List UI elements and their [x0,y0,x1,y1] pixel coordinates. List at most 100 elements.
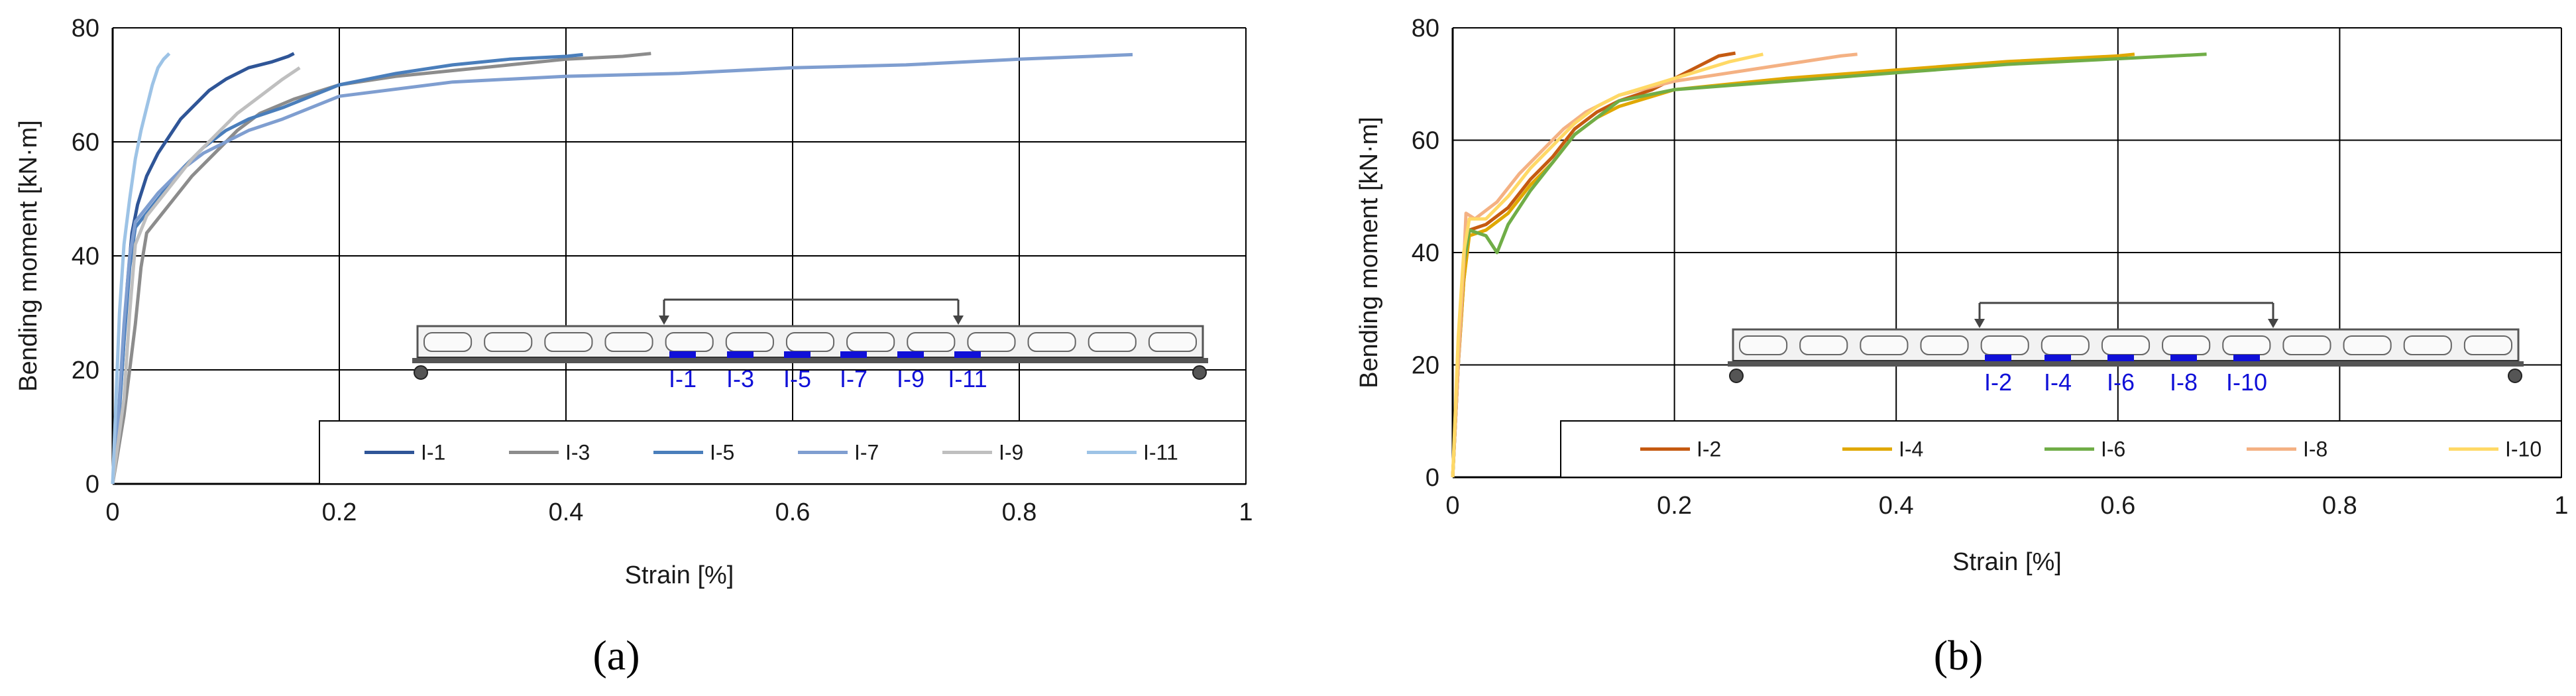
series-line-I-10 [1451,52,1764,478]
strain-gauge-mark [669,351,696,358]
legend-label: I-5 [710,441,734,465]
y-tick-label: 40 [72,243,99,270]
series-line-I-8 [1451,52,1858,478]
y-tick-label: 0 [85,471,99,498]
x-tick-label: 1 [2554,492,2568,520]
y-tick-label: 40 [1412,239,1439,267]
x-tick-label: 0.8 [1002,498,1037,526]
strain-gauge-mark [2233,355,2260,361]
strain-gauge-mark [954,351,981,358]
x-tick-label: 0.2 [322,498,357,526]
beam-void [2222,335,2271,355]
series-line-I-4 [1451,52,2135,478]
y-tick-label: 0 [1426,464,1439,492]
strain-gauge-label: I-11 [948,365,987,392]
beam-inset-diagram: I-1 I-3 I-5 I-7 I-9 I-11 [412,298,1208,392]
x-tick-label: 0.4 [1879,492,1914,520]
legend-label: I-9 [999,441,1023,465]
series-line-I-6 [1451,52,2207,478]
x-tick-label: 1 [1239,498,1253,526]
strain-gauge-label: I-9 [897,365,924,392]
panel-label: (b) [1934,632,1984,679]
strain-gauge-label: I-7 [840,365,868,392]
beam-void [907,332,956,352]
beam-void [2101,335,2151,355]
legend-label: I-11 [1143,441,1178,465]
y-tick-label: 80 [1412,15,1439,42]
beam-void [604,332,653,352]
beam-void [2403,335,2452,355]
strain-gauge-label: I-6 [2107,369,2135,396]
x-tick-label: 0 [105,498,119,526]
series-line-I-7 [111,52,1133,485]
load-arrow-head [1974,319,1985,328]
beam-void [484,332,533,352]
beam-void [1148,332,1198,352]
strain-gauge-mark [784,351,811,358]
beam-void [544,332,593,352]
series-line-I-3 [111,52,651,485]
strain-gauge-mark [727,351,754,358]
beam-inset-diagram: I-2 I-4 I-6 I-8 I-10 [1728,302,2524,396]
panel-label: (a) [592,632,640,679]
series-line-I-9 [111,66,301,485]
load-arrow-head [953,316,964,325]
beam-void [2343,335,2392,355]
series-line-I-5 [111,52,583,485]
beam-void [967,332,1016,352]
legend-label: I-6 [2101,437,2125,461]
strain-gauge-mark [2107,355,2134,361]
y-tick-label: 60 [72,129,99,156]
beam-void [725,332,774,352]
legend-label: I-1 [421,441,445,465]
x-tick-label: 0.6 [2100,492,2135,520]
x-axis-label: Strain [%] [1952,548,2062,576]
right-support-roller [2508,369,2522,383]
series-line-I-2 [1451,51,1736,478]
y-tick-label: 80 [72,15,99,42]
legend-label: I-3 [565,441,590,465]
legend-label: I-8 [2303,437,2327,461]
x-tick-label: 0 [1445,492,1459,520]
strain-gauge-mark [897,351,924,358]
beam-void [2282,335,2331,355]
left-support-roller [414,365,428,380]
legend: I-1 I-3 I-5 I-7 I-9 I-11 [319,420,1247,485]
chart-panel-b: 0 0.2 0.4 0.6 0.8 1 0 20 40 60 80 Strain [%] Bending… [1355,15,2569,679]
beam-void [785,332,835,352]
beam-void [2041,335,2090,355]
right-support-roller [1192,365,1207,380]
strain-gauge-label: I-1 [669,365,697,392]
beam-void [1027,332,1076,352]
y-tick-label: 60 [1412,127,1439,155]
y-tick-label: 20 [1412,352,1439,380]
left-support-roller [1729,369,1744,383]
legend: I-2 I-4 I-6 I-8 I-10 [1560,420,2562,478]
series-line-I-11 [111,52,171,485]
beam-void [1980,335,2029,355]
beam-void [2162,335,2211,355]
load-arrow-head [2268,319,2278,328]
legend-label: I-7 [854,441,879,465]
y-tick-label: 20 [72,357,99,384]
strain-gauge-mark [840,351,867,358]
x-tick-label: 0.4 [549,498,584,526]
strain-gauge-label: I-2 [1984,369,2012,396]
beam-void [1088,332,1137,352]
strain-gauge-mark [2170,355,2197,361]
x-tick-label: 0.6 [775,498,811,526]
beam-support-plate [1728,361,2524,367]
x-tick-label: 0.2 [1657,492,1692,520]
strain-gauge-mark [2044,355,2071,361]
strain-gauge-label: I-4 [2044,369,2072,396]
legend-label: I-2 [1697,437,1721,461]
legend-label: I-4 [1899,437,1923,461]
strain-gauge-label: I-5 [783,365,811,392]
chart-panel-a: 0 0.2 0.4 0.6 0.8 1 0 20 40 60 80 Strain [%] Bending… [15,15,1253,679]
x-axis-label: Strain [%] [625,561,734,589]
beam-void [1860,335,1909,355]
legend-label: I-10 [2505,437,2542,461]
y-axis-label: Bending moment [kN·m] [1355,117,1383,388]
load-arrow-head [659,316,669,325]
